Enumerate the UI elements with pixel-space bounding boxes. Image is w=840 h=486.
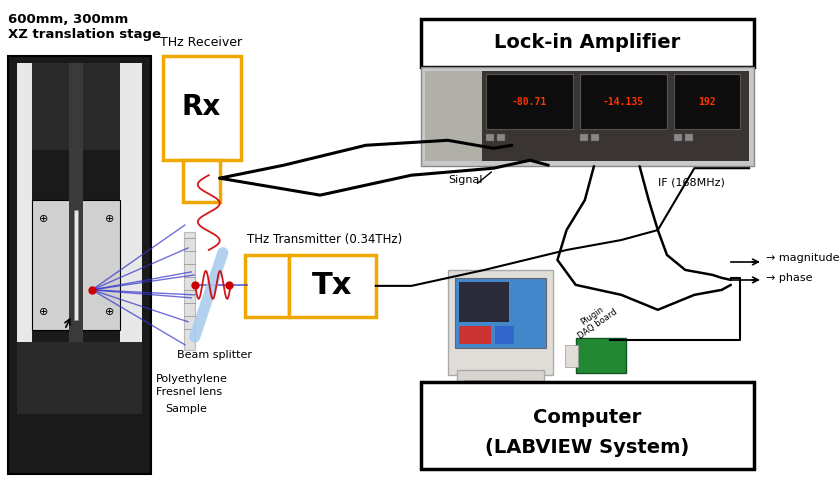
Bar	[245, 255, 289, 317]
Bar	[580, 134, 589, 141]
Bar	[8, 55, 151, 474]
Text: XZ translation stage: XZ translation stage	[8, 28, 161, 41]
Bar	[17, 63, 142, 150]
Bar	[457, 370, 543, 444]
Text: Signal: Signal	[448, 175, 482, 185]
Bar	[465, 380, 519, 399]
Bar	[421, 18, 753, 67]
Bar	[289, 255, 375, 317]
Text: $\oplus$: $\oplus$	[39, 306, 49, 317]
Bar	[17, 63, 32, 414]
Text: Fresnel lens: Fresnel lens	[156, 386, 222, 397]
Bar	[184, 232, 195, 350]
Bar	[486, 74, 573, 129]
Bar	[183, 160, 220, 202]
Text: -14.135: -14.135	[603, 97, 644, 107]
Bar	[459, 282, 509, 322]
Text: 600mm, 300mm: 600mm, 300mm	[8, 13, 129, 26]
Bar	[675, 134, 682, 141]
Bar	[74, 210, 78, 320]
Text: $\oplus$: $\oplus$	[104, 212, 114, 224]
Bar	[591, 134, 600, 141]
Text: $\oplus$: $\oplus$	[39, 212, 49, 224]
Text: Sample: Sample	[165, 403, 207, 414]
Bar	[163, 55, 241, 160]
Text: THz Transmitter (0.34THz): THz Transmitter (0.34THz)	[247, 233, 402, 246]
Text: -80.71: -80.71	[512, 97, 547, 107]
Text: Computer: Computer	[533, 408, 641, 427]
Text: → magnitude: → magnitude	[765, 253, 839, 263]
Bar	[486, 134, 495, 141]
Text: → phase: → phase	[765, 273, 812, 283]
Text: Polyethylene: Polyethylene	[156, 374, 228, 383]
Bar	[421, 67, 753, 166]
Bar	[120, 63, 142, 414]
Bar	[455, 278, 545, 347]
Text: Lock-in Amplifier: Lock-in Amplifier	[494, 33, 680, 52]
Bar	[496, 326, 513, 344]
Text: 192: 192	[698, 97, 716, 107]
Bar	[425, 71, 481, 161]
Bar	[564, 345, 578, 366]
Bar	[32, 200, 120, 330]
Bar	[497, 134, 506, 141]
Bar	[675, 74, 740, 129]
Bar	[580, 74, 667, 129]
Bar	[69, 63, 83, 414]
Bar	[17, 342, 142, 414]
Text: Rx: Rx	[182, 93, 221, 122]
Bar	[685, 134, 694, 141]
Text: IF (168MHz): IF (168MHz)	[658, 177, 725, 187]
Text: Plugin
DAQ board: Plugin DAQ board	[570, 299, 619, 341]
Bar	[425, 71, 749, 161]
Text: Beam splitter: Beam splitter	[177, 349, 252, 360]
Bar	[575, 338, 626, 373]
Bar	[448, 270, 553, 375]
Text: Tx: Tx	[312, 271, 352, 300]
Bar	[459, 326, 491, 344]
Text: (LABVIEW System): (LABVIEW System)	[485, 438, 689, 457]
Text: THz Receiver: THz Receiver	[160, 35, 243, 49]
Text: $\oplus$: $\oplus$	[104, 306, 114, 317]
Bar	[421, 382, 753, 469]
